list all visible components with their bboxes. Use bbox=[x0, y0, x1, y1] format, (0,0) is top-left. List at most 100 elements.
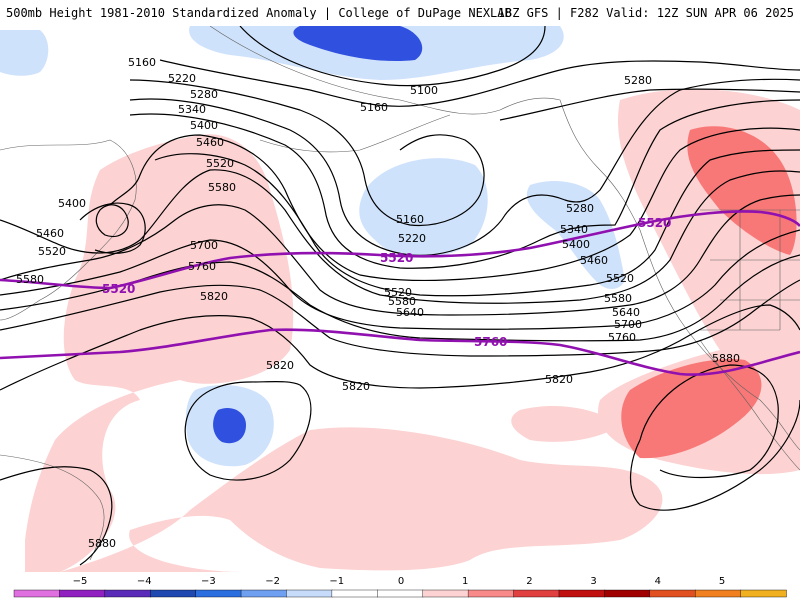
negative-anomaly-shading bbox=[0, 26, 625, 467]
aleutian-chain bbox=[259, 114, 451, 153]
contour-label: 5520 bbox=[38, 245, 66, 258]
contour-label: 5460 bbox=[580, 254, 608, 267]
neg-anomaly-strong bbox=[293, 26, 423, 62]
contour-label: 5700 bbox=[190, 239, 218, 252]
contour-label: 5400 bbox=[190, 119, 218, 132]
colorbar-ticks: −5 −4 −3 −2 −1 0 1 2 3 4 5 bbox=[73, 576, 726, 587]
colorbar-segment bbox=[13, 589, 61, 598]
contour-label: 5220 bbox=[398, 232, 426, 245]
contour-5580 bbox=[0, 194, 800, 316]
mexico-coastline bbox=[699, 339, 800, 471]
contour-label: 5820 bbox=[545, 373, 573, 386]
reference-contour-labels: 5520 5520 5520 5760 bbox=[102, 216, 671, 349]
contour-label: 5640 bbox=[396, 306, 424, 319]
contour-label: 5520 bbox=[384, 286, 412, 299]
contour-5100 bbox=[239, 26, 546, 87]
colorbar-segment bbox=[150, 589, 197, 598]
contour-5280 bbox=[129, 78, 800, 256]
colorbar-segment bbox=[331, 589, 378, 598]
colorbar-segment bbox=[604, 589, 651, 598]
anomaly-colorbar: −5 −4 −3 −2 −1 0 1 2 3 4 5 bbox=[0, 572, 800, 600]
contour-label: 5700 bbox=[614, 318, 642, 331]
contour-label: 5820 bbox=[266, 359, 294, 372]
colorbar-tick-label: 4 bbox=[655, 576, 661, 587]
contour-labels: 5100 5160 5160 5160 5220 5220 5280 5280 … bbox=[16, 56, 740, 550]
contour-5340 bbox=[129, 99, 800, 269]
colorbar-tick-label: −3 bbox=[201, 576, 216, 587]
asia-coastline bbox=[0, 139, 137, 321]
contour-label: 5880 bbox=[712, 352, 740, 365]
title-bar: 500mb Height 1981-2010 Standardized Anom… bbox=[0, 0, 800, 26]
contour-label: 5580 bbox=[604, 292, 632, 305]
contour-label: 5340 bbox=[560, 223, 588, 236]
neg-anomaly-strong bbox=[213, 407, 246, 444]
contour-label: 5520 bbox=[606, 272, 634, 285]
contour-5880-b bbox=[629, 399, 800, 511]
colorbar-tick-label: −4 bbox=[137, 576, 152, 587]
colorbar-segment bbox=[286, 589, 333, 598]
contour-label: 5100 bbox=[410, 84, 438, 97]
colorbar-tick-label: 5 bbox=[719, 576, 725, 587]
contour-5460 bbox=[79, 149, 800, 297]
colorbar-tick-label: −1 bbox=[329, 576, 344, 587]
colorbar-segment bbox=[558, 589, 606, 598]
colorbar-tick-label: 0 bbox=[398, 576, 404, 587]
contour-5760 bbox=[0, 279, 800, 357]
contour-label: 5280 bbox=[190, 88, 218, 101]
colorbar-tick-label: −5 bbox=[73, 576, 88, 587]
contour-label: 5400 bbox=[58, 197, 86, 210]
colorbar-segment bbox=[467, 589, 515, 598]
reference-contour-label: 5520 bbox=[102, 282, 135, 296]
reference-contour-5760 bbox=[0, 328, 800, 376]
colorbar-segment bbox=[104, 589, 151, 598]
contour-label: 5760 bbox=[188, 260, 216, 273]
contour-label: 5520 bbox=[206, 157, 234, 170]
reference-contours bbox=[0, 210, 800, 376]
contour-label: 5460 bbox=[36, 227, 64, 240]
neg-anomaly-region bbox=[526, 180, 625, 289]
colorbar-tick-label: 1 bbox=[462, 576, 468, 587]
colorbar-segment bbox=[422, 589, 469, 598]
contour-label: 5760 bbox=[608, 331, 636, 344]
pos-anomaly-region bbox=[511, 405, 620, 442]
colorbar-tick-label: −2 bbox=[265, 576, 280, 587]
contour-label: 5160 bbox=[360, 101, 388, 114]
colorbar-segment bbox=[513, 589, 560, 598]
contour-5820 bbox=[0, 304, 800, 391]
colorbar-segment bbox=[377, 589, 424, 598]
colorbar-tick-label: 3 bbox=[590, 576, 596, 587]
reference-contour-label: 5520 bbox=[638, 216, 671, 230]
contour-5820-low bbox=[184, 381, 312, 481]
contour-label: 5640 bbox=[612, 306, 640, 319]
contour-5880 bbox=[0, 364, 779, 566]
neg-anomaly-region bbox=[0, 30, 49, 76]
contour-label: 5160 bbox=[396, 213, 424, 226]
reference-contour-label: 5760 bbox=[474, 335, 507, 349]
contour-label: 5220 bbox=[168, 72, 196, 85]
contour-label: 5340 bbox=[178, 103, 206, 116]
colorbar-bar bbox=[13, 589, 787, 598]
contour-label: 5580 bbox=[388, 295, 416, 308]
colorbar-segment bbox=[195, 589, 242, 598]
contour-label: 5580 bbox=[208, 181, 236, 194]
neg-anomaly-region bbox=[359, 158, 488, 258]
pos-anomaly-strong bbox=[621, 359, 762, 459]
contour-5640 bbox=[0, 229, 800, 330]
contour-5520 bbox=[0, 169, 800, 304]
australia-coastline bbox=[0, 454, 105, 561]
contour-label: 5460 bbox=[196, 136, 224, 149]
us-borders bbox=[700, 209, 800, 331]
reference-contour-label: 5520 bbox=[380, 251, 413, 265]
contour-label: 5280 bbox=[624, 74, 652, 87]
colorbar-segment bbox=[59, 589, 106, 598]
colorbar-segment bbox=[649, 589, 696, 598]
contour-5220 bbox=[129, 79, 800, 227]
contour-label: 5820 bbox=[342, 380, 370, 393]
map-title: 500mb Height 1981-2010 Standardized Anom… bbox=[6, 6, 512, 20]
pos-anomaly-region bbox=[60, 427, 663, 572]
colorbar-segment bbox=[740, 589, 787, 598]
contour-5400-low bbox=[95, 204, 129, 238]
contour-5400 bbox=[109, 127, 800, 282]
contour-5160 bbox=[159, 59, 800, 107]
colorbar-segment bbox=[694, 589, 742, 598]
